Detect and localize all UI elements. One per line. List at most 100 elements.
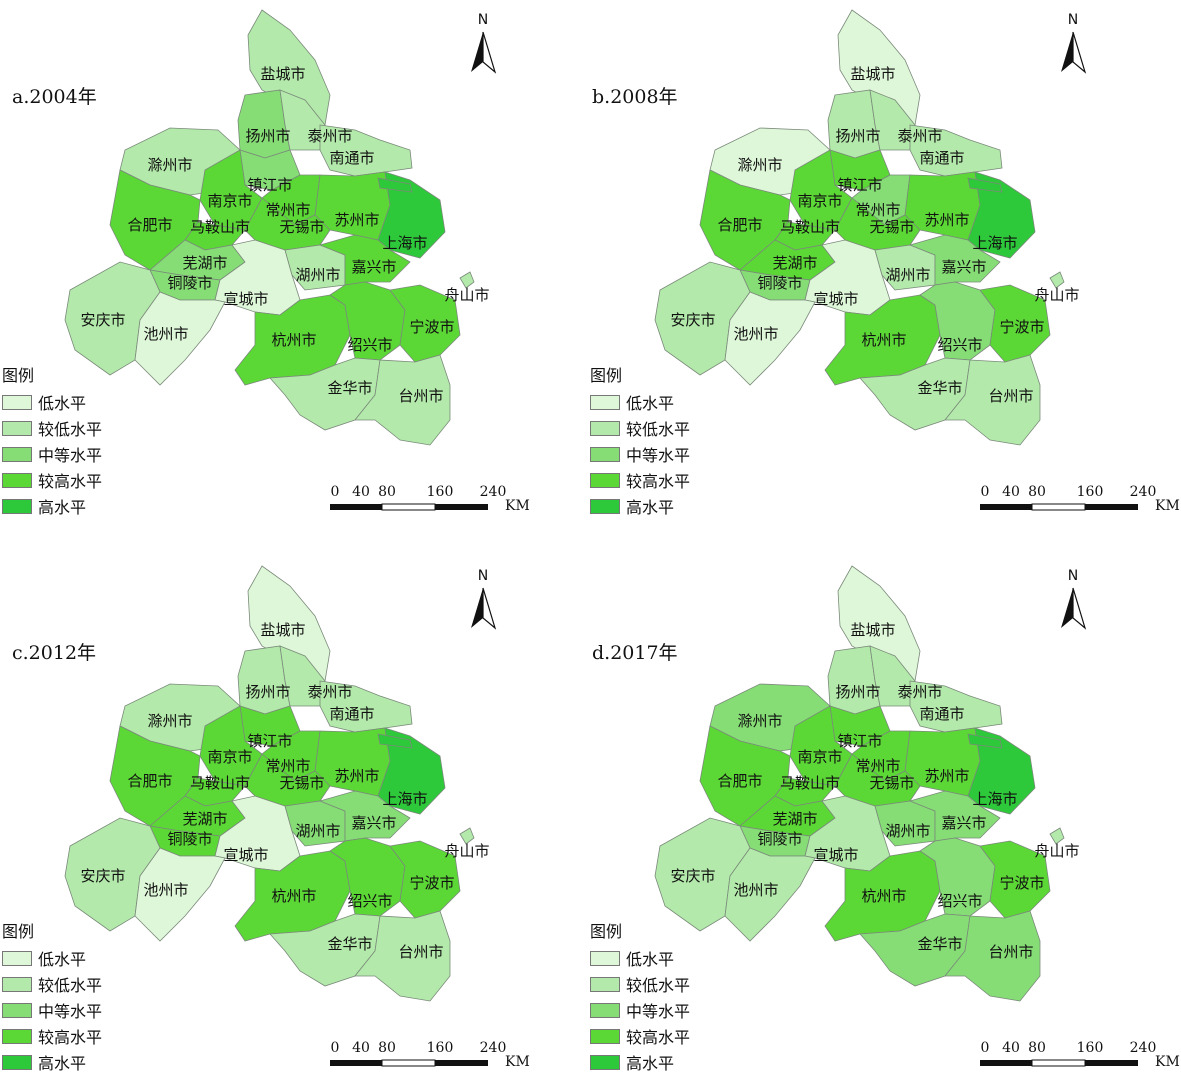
city-label: 金华市	[327, 935, 372, 953]
city-label: 南通市	[919, 149, 964, 167]
north-arrow-icon: N	[1061, 12, 1087, 74]
city-label: 南京市	[207, 192, 252, 210]
region-舟山市	[1049, 271, 1065, 289]
legend-title: 图例	[590, 366, 623, 385]
legend-title: 图例	[2, 366, 35, 385]
city-label: 芜湖市	[182, 254, 227, 272]
city-label: 盐城市	[260, 65, 305, 83]
city-label: 上海市	[972, 790, 1017, 808]
city-label: 金华市	[917, 935, 962, 953]
city-label: 南通市	[329, 149, 374, 167]
legend-item: 较高水平	[590, 467, 690, 493]
scale-tick: 240	[480, 1040, 507, 1056]
region-南通市	[319, 124, 413, 177]
legend-swatch	[590, 976, 620, 992]
legend-item: 较高水平	[2, 467, 102, 493]
legend-label: 高水平	[626, 1054, 675, 1073]
region-舟山市	[459, 271, 475, 289]
legend-swatch	[590, 498, 620, 514]
north-label: N	[478, 12, 488, 28]
legend-item: 较低水平	[590, 971, 690, 997]
city-label: 滁州市	[147, 156, 192, 174]
city-label: 滁州市	[737, 156, 782, 174]
scale-tick: 0	[981, 1040, 990, 1056]
north-arrow-icon: N	[471, 568, 497, 630]
legend-item: 较低水平	[2, 971, 102, 997]
north-arrow-icon: N	[471, 12, 497, 74]
legend: 图例 低水平 较低水平 中等水平 较高水平 高水平	[2, 918, 102, 1075]
legend-item: 较低水平	[2, 415, 102, 441]
city-label: 舟山市	[1034, 842, 1079, 860]
city-label: 嘉兴市	[941, 814, 986, 832]
region-南通市	[909, 124, 1003, 177]
legend-swatch	[590, 446, 620, 462]
panel-title: b.2008年	[592, 86, 678, 108]
legend-label: 中等水平	[626, 1002, 691, 1021]
legend-label: 较高水平	[626, 472, 691, 491]
city-label: 绍兴市	[347, 336, 392, 354]
map-panel-c: 盐城市 扬州市 泰州市 南通市 滁州市 镇江市 南京市 常州市 合肥市 马鞍山市 无锡市 苏州市 上海市…	[0, 538, 590, 1075]
city-label: 铜陵市	[757, 274, 802, 292]
legend-title: 图例	[590, 922, 623, 941]
city-label: 常州市	[265, 201, 310, 219]
city-label: 镇江市	[247, 176, 292, 194]
city-label: 芜湖市	[772, 254, 817, 272]
legend-swatch	[590, 472, 620, 488]
city-label: 池州市	[733, 325, 778, 343]
city-label: 苏州市	[334, 211, 379, 229]
city-label: 绍兴市	[937, 892, 982, 910]
scale-tick: 0	[981, 484, 990, 500]
region-南通市	[319, 680, 413, 733]
city-label: 苏州市	[924, 767, 969, 785]
city-label: 苏州市	[924, 211, 969, 229]
city-label: 安庆市	[80, 311, 125, 329]
region-舟山市	[1049, 827, 1065, 845]
city-label: 杭州市	[861, 887, 906, 905]
city-label: 湖州市	[885, 822, 930, 840]
city-label: 池州市	[143, 325, 188, 343]
city-label: 金华市	[327, 379, 372, 397]
scale-tick: 0	[331, 1040, 340, 1056]
city-label: 镇江市	[837, 176, 882, 194]
region-南通市	[909, 680, 1003, 733]
city-label: 宁波市	[409, 874, 454, 892]
city-label: 合肥市	[717, 216, 762, 234]
city-label: 扬州市	[245, 127, 290, 145]
city-label: 常州市	[265, 757, 310, 775]
legend: 图例 低水平 较低水平 中等水平 较高水平 高水平	[2, 362, 102, 519]
legend-item: 高水平	[2, 493, 102, 519]
map-panel-a: 盐城市 扬州市 泰州市 南通市 滁州市 镇江市 南京市 常州市 合肥市 马鞍山市 无锡市 苏州市 上海市…	[0, 0, 590, 537]
city-label: 上海市	[382, 234, 427, 252]
legend-swatch	[2, 1054, 32, 1070]
region-上海市	[967, 727, 1036, 815]
scale-tick: 240	[1130, 484, 1157, 500]
map-panel-b: 盐城市 扬州市 泰州市 南通市 滁州市 镇江市 南京市 常州市 合肥市 马鞍山市 无锡市 苏州市 上海市…	[590, 0, 1180, 537]
scale-tick: 240	[1130, 1040, 1157, 1056]
region-嘉兴市	[908, 234, 1001, 286]
city-label: 合肥市	[127, 772, 172, 790]
scale-tick: 80	[378, 484, 396, 500]
legend-swatch	[2, 420, 32, 436]
legend-swatch	[590, 394, 620, 410]
city-label: 舟山市	[444, 286, 489, 304]
chongming-island	[967, 733, 1003, 749]
legend-item: 低水平	[590, 945, 690, 971]
legend-label: 中等水平	[626, 446, 691, 465]
city-label: 安庆市	[670, 311, 715, 329]
legend-swatch	[590, 1028, 620, 1044]
region-台州市	[944, 354, 1041, 446]
panel-title: d.2017年	[592, 642, 678, 664]
city-label: 盐城市	[260, 621, 305, 639]
legend-label: 较低水平	[626, 976, 691, 995]
scale-tick: 40	[1002, 484, 1020, 500]
legend-label: 低水平	[38, 950, 87, 969]
city-label: 常州市	[855, 201, 900, 219]
city-label: 嘉兴市	[941, 258, 986, 276]
city-label: 湖州市	[885, 266, 930, 284]
region-上海市	[967, 171, 1036, 259]
city-label: 南京市	[797, 192, 842, 210]
city-label: 宣城市	[223, 290, 268, 308]
city-label: 杭州市	[861, 331, 906, 349]
